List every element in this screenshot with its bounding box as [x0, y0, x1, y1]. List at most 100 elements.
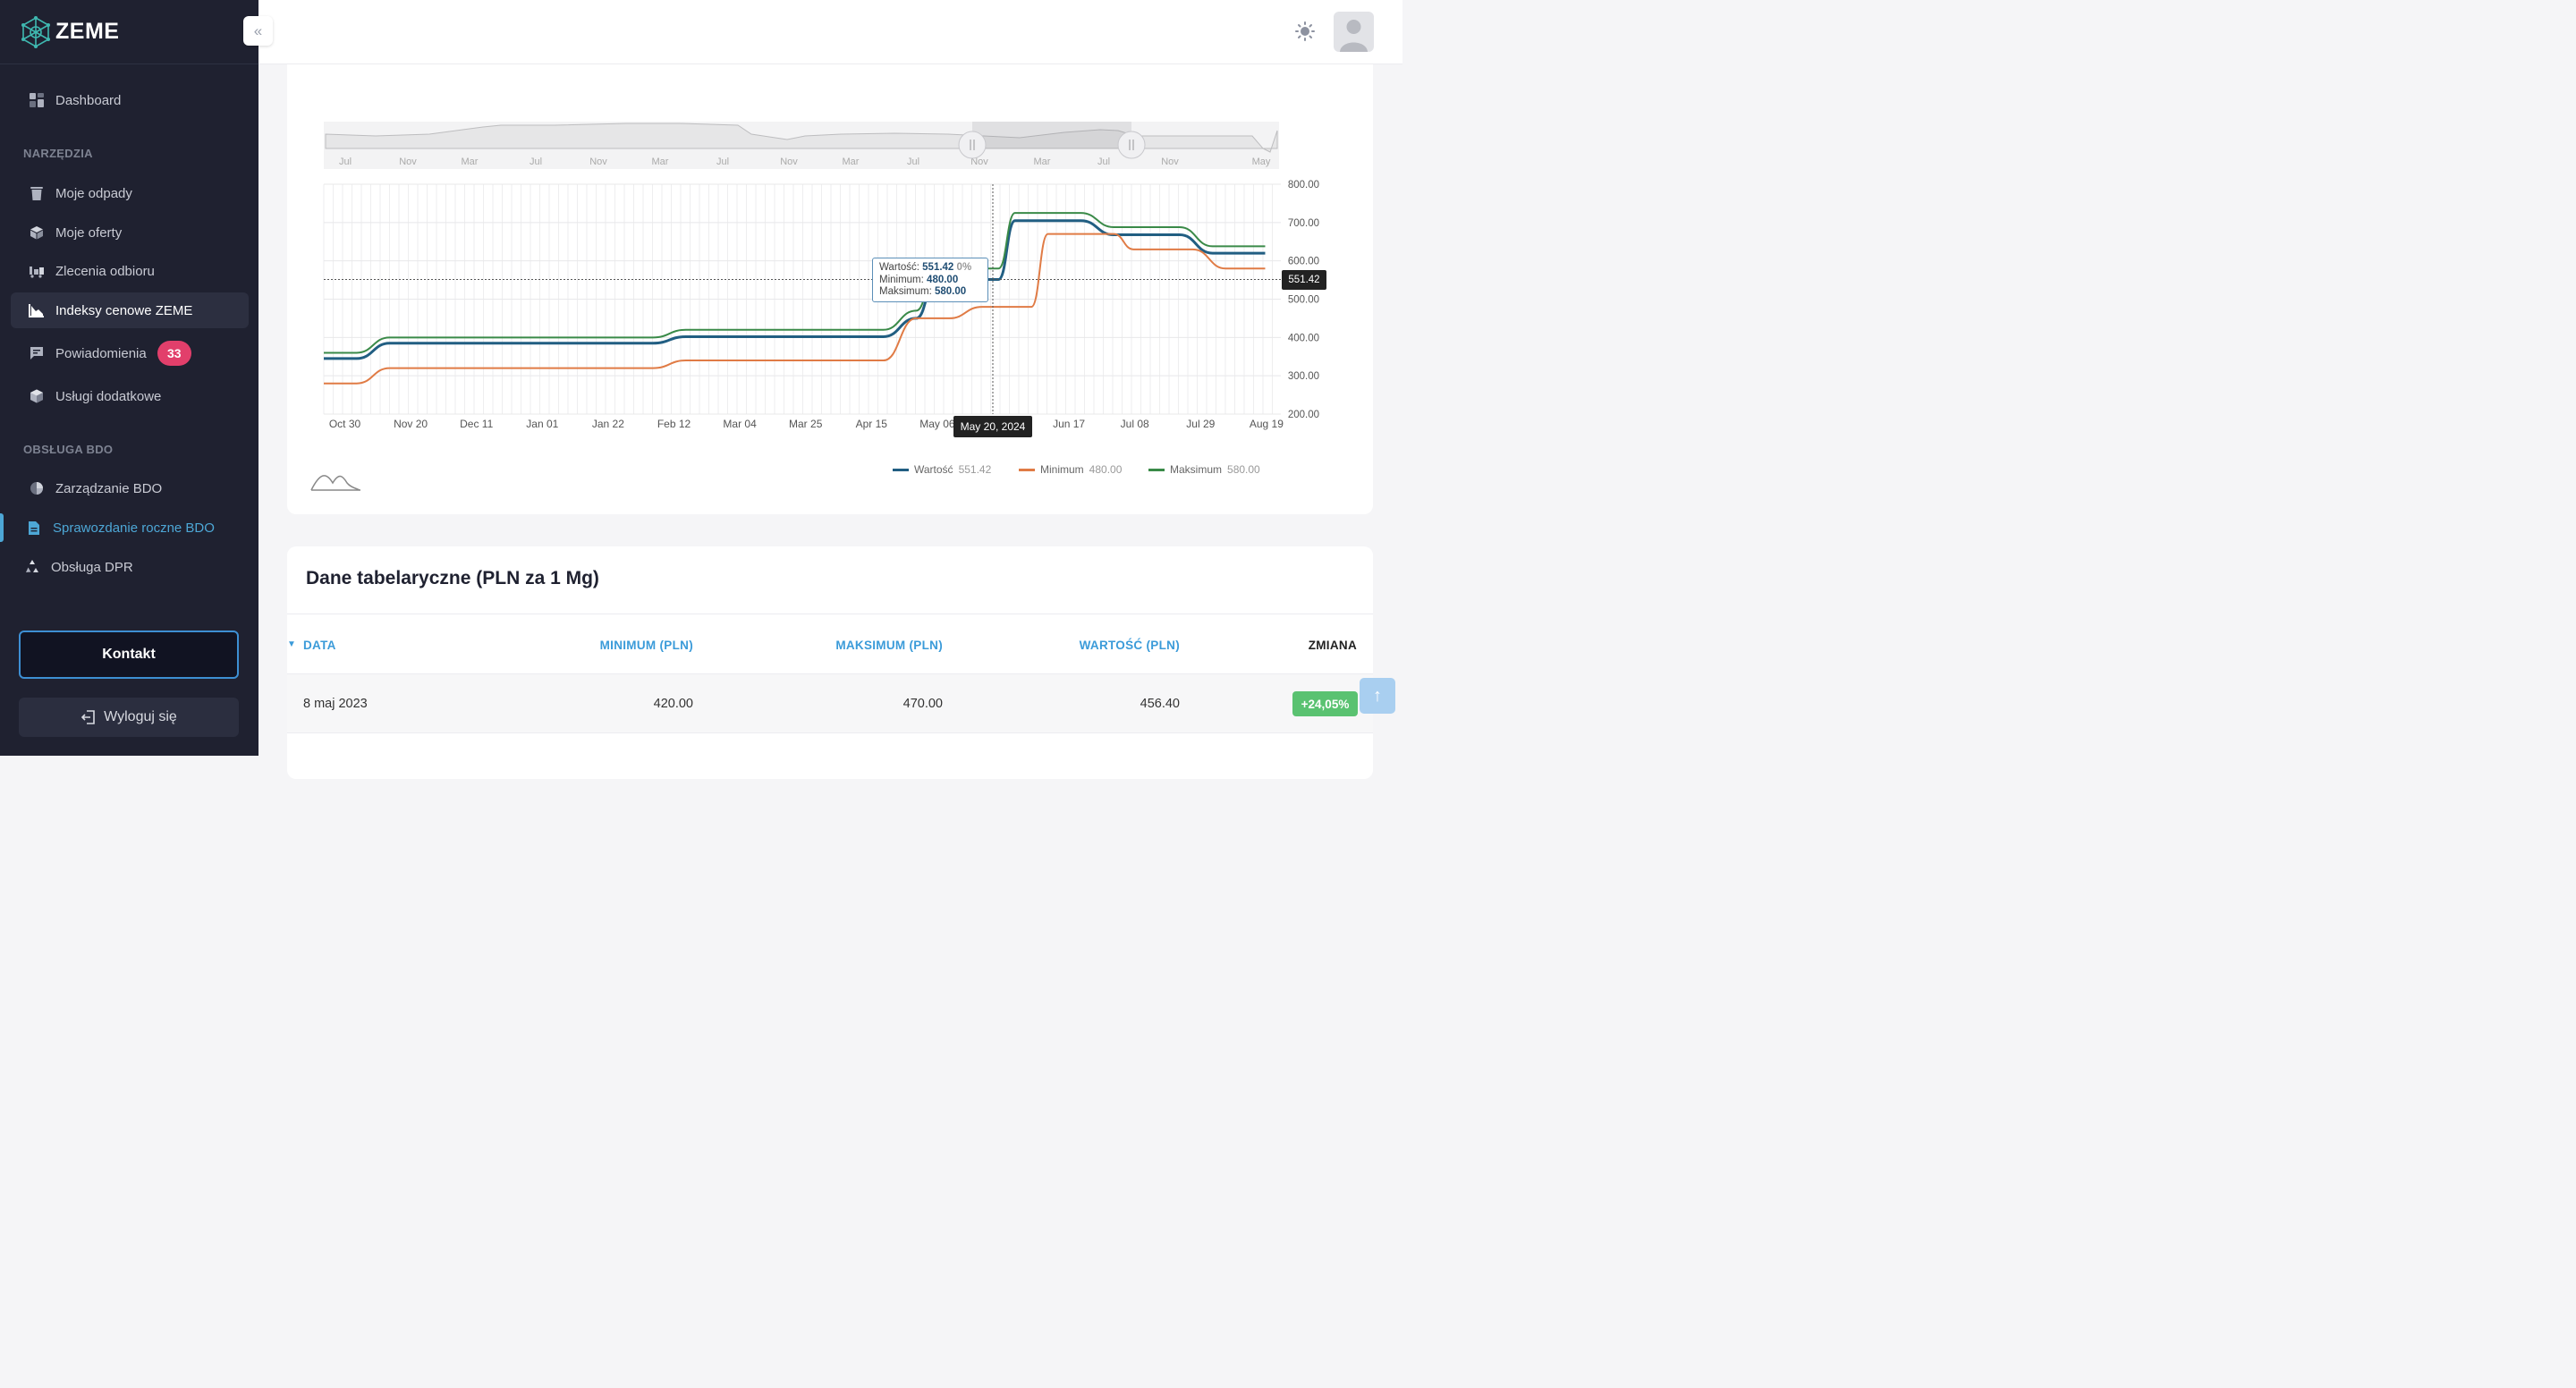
legend-item-minimum[interactable]: Minimum 480.00: [1019, 463, 1122, 476]
navigator-label: Mar: [1034, 157, 1051, 167]
change-badge: +24,05%: [1292, 691, 1358, 716]
y-tick-label: 500.00: [1288, 295, 1319, 306]
user-icon: [1340, 20, 1368, 52]
navigator-handle: [958, 131, 987, 159]
x-tick-label: Nov 20: [394, 418, 428, 430]
y-tick-label: 400.00: [1288, 333, 1319, 343]
y-tick-label: 200.00: [1288, 410, 1319, 420]
trash-icon: [29, 185, 45, 201]
x-tick-label: Jul 29: [1186, 418, 1215, 430]
column-header-change: ZMIANA: [1308, 639, 1357, 652]
sidebar-item-label: Moje odpady: [55, 185, 132, 201]
sun-icon[interactable]: [1294, 21, 1316, 42]
topbar: [258, 0, 1402, 64]
navigator-selection: [972, 122, 1131, 148]
x-tick-label: Jun 17: [1053, 418, 1085, 430]
section-label-bdo: OBSŁUGA BDO: [23, 443, 114, 456]
chart-type-icon[interactable]: [310, 475, 360, 491]
document-icon: [26, 520, 42, 536]
sidebar-item-bdo-management[interactable]: Zarządzanie BDO: [11, 470, 249, 506]
navigator-label: Mar: [652, 157, 669, 167]
avatar[interactable]: [1334, 12, 1374, 52]
contact-button[interactable]: Kontakt: [19, 631, 239, 679]
navigator-label: Jul: [1097, 157, 1110, 167]
x-tick-label: Apr 15: [856, 418, 888, 430]
chart-navigator[interactable]: Jul Nov Mar Jul Nov Mar Jul Nov Mar Jul Nov Mar Jul N…: [324, 122, 1279, 169]
navigator-label: Nov: [399, 157, 417, 167]
navigator-label: Jul: [530, 157, 542, 167]
box-icon: [29, 224, 45, 241]
x-tick-label: Jul 08: [1121, 418, 1149, 430]
x-tick-label: May 06: [919, 418, 955, 430]
sidebar-item-bdo-annual-report[interactable]: Sprawozdanie roczne BDO: [11, 510, 249, 546]
navigator-label: Nov: [589, 157, 607, 167]
y-tick-label: 800.00: [1288, 180, 1319, 190]
sidebar-item-dashboard[interactable]: Dashboard: [11, 82, 249, 118]
brand[interactable]: ZEME: [0, 0, 258, 64]
x-tick-label: Feb 12: [657, 418, 691, 430]
navigator-label: Jul: [716, 157, 729, 167]
navigator-label: Nov: [970, 157, 988, 167]
y-tick-label: 700.00: [1288, 218, 1319, 229]
sidebar-item-label: Usługi dodatkowe: [55, 388, 162, 404]
dashboard-icon: [29, 92, 45, 108]
x-tick-label: Dec 11: [460, 418, 493, 430]
data-table-card: Dane tabelaryczne (PLN za 1 Mg) ▼ DATA M…: [287, 546, 1373, 779]
pie-icon: [29, 480, 45, 496]
column-header-minimum[interactable]: MINIMUM (PLN): [599, 639, 693, 652]
y-tick-label: 300.00: [1288, 371, 1319, 382]
scroll-to-top-button[interactable]: ↑: [1360, 678, 1395, 714]
legend-item-value[interactable]: Wartość 551.42: [893, 463, 991, 476]
cube-icon: [29, 388, 45, 404]
navigator-area: [325, 123, 1278, 153]
logout-icon: [81, 710, 95, 724]
navigator-handle: [1117, 131, 1146, 159]
series-line: [324, 219, 1266, 360]
sort-desc-icon[interactable]: ▼: [287, 639, 296, 649]
x-tick-label: Jan 01: [526, 418, 558, 430]
logout-label: Wyloguj się: [104, 709, 177, 724]
price-chart[interactable]: Jul Nov Mar Jul Nov Mar Jul Nov Mar Jul Nov Mar Jul N…: [0, 0, 1402, 537]
navigator-label: Mar: [843, 157, 860, 167]
navigator-label: Jul: [907, 157, 919, 167]
sidebar-item-dpr-service[interactable]: Obsługa DPR: [11, 549, 249, 585]
navigator-label: May: [1252, 157, 1271, 167]
zeme-logo-icon: [21, 15, 50, 48]
active-indicator: [0, 513, 4, 542]
column-header-date[interactable]: DATA: [303, 639, 336, 652]
chart-icon: [29, 302, 45, 318]
logout-button[interactable]: Wyloguj się: [19, 698, 239, 737]
sidebar-item-label: Powiadomienia: [55, 345, 147, 361]
navigator-label: Mar: [462, 157, 479, 167]
cell-minimum: 420.00: [653, 697, 693, 711]
navigator-label: Jul: [339, 157, 352, 167]
y-tick-label: 600.00: [1288, 257, 1319, 267]
sidebar-item-notifications[interactable]: Powiadomienia 33: [11, 335, 249, 371]
x-tick-label: Jan 22: [592, 418, 624, 430]
x-tick-label: Aug 19: [1250, 418, 1284, 430]
table-header: ▼ DATA MINIMUM (PLN) MAKSIMUM (PLN) WART…: [287, 614, 1373, 674]
legend-swatch: [1019, 468, 1035, 471]
legend-item-maximum[interactable]: Maksimum 580.00: [1148, 463, 1260, 476]
sidebar-item-price-indexes[interactable]: Indeksy cenowe ZEME: [11, 292, 249, 328]
column-header-maximum[interactable]: MAKSIMUM (PLN): [835, 639, 943, 652]
sidebar-item-label: Zarządzanie BDO: [55, 480, 163, 496]
sidebar-item-label: Indeksy cenowe ZEME: [55, 302, 193, 318]
cell-maximum: 470.00: [902, 697, 943, 711]
chart-axes: Oct 30 Nov 20 Dec 11 Jan 01 Jan 22 Feb 12 Mar …: [329, 180, 1319, 430]
sidebar-item-label: Sprawozdanie roczne BDO: [53, 520, 215, 536]
brand-name: ZEME: [55, 19, 120, 44]
sidebar-item-label: Dashboard: [55, 92, 122, 108]
sidebar-item-pickup-orders[interactable]: Zlecenia odbioru: [11, 253, 249, 289]
table-row[interactable]: 8 maj 2023 420.00 470.00 456.40 +24,05%: [287, 674, 1373, 733]
navigator-label: Nov: [780, 157, 798, 167]
legend-swatch: [1148, 468, 1165, 471]
x-tick-label: Mar 04: [723, 418, 757, 430]
collapse-sidebar-button[interactable]: «: [243, 16, 273, 46]
column-header-value[interactable]: WARTOŚĆ (PLN): [1079, 639, 1180, 652]
sidebar-item-my-waste[interactable]: Moje odpady: [11, 175, 249, 211]
sidebar-item-my-offers[interactable]: Moje oferty: [11, 215, 249, 250]
sidebar-item-additional-services[interactable]: Usługi dodatkowe: [11, 378, 249, 414]
crosshair-date-label: May 20, 2024: [953, 416, 1032, 437]
cell-date: 8 maj 2023: [303, 697, 368, 711]
